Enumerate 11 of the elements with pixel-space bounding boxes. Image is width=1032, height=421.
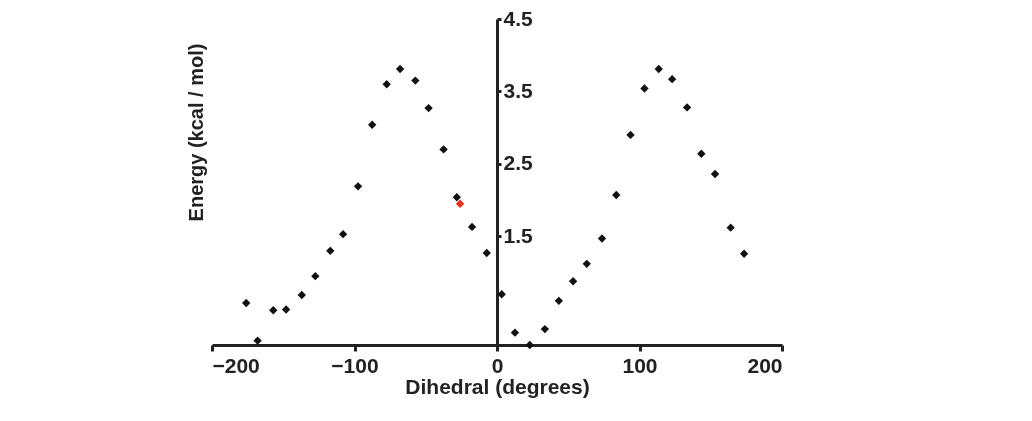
y-tick-label: 3.5 <box>503 78 534 102</box>
x-tick-label: −100 <box>331 353 379 377</box>
x-tick-label: −200 <box>212 353 260 377</box>
x-axis-title: Dihedral (degrees) <box>405 374 590 398</box>
x-tick-label: 0 <box>491 353 504 377</box>
x-tick-label: 100 <box>622 353 658 377</box>
y-axis-title: Energy (kcal / mol) <box>184 43 207 222</box>
x-tick-label: 200 <box>747 353 783 377</box>
y-tick-label: 4.5 <box>503 6 534 30</box>
y-tick-label: 1.5 <box>503 223 534 247</box>
y-tick-label: 2.5 <box>503 151 534 175</box>
